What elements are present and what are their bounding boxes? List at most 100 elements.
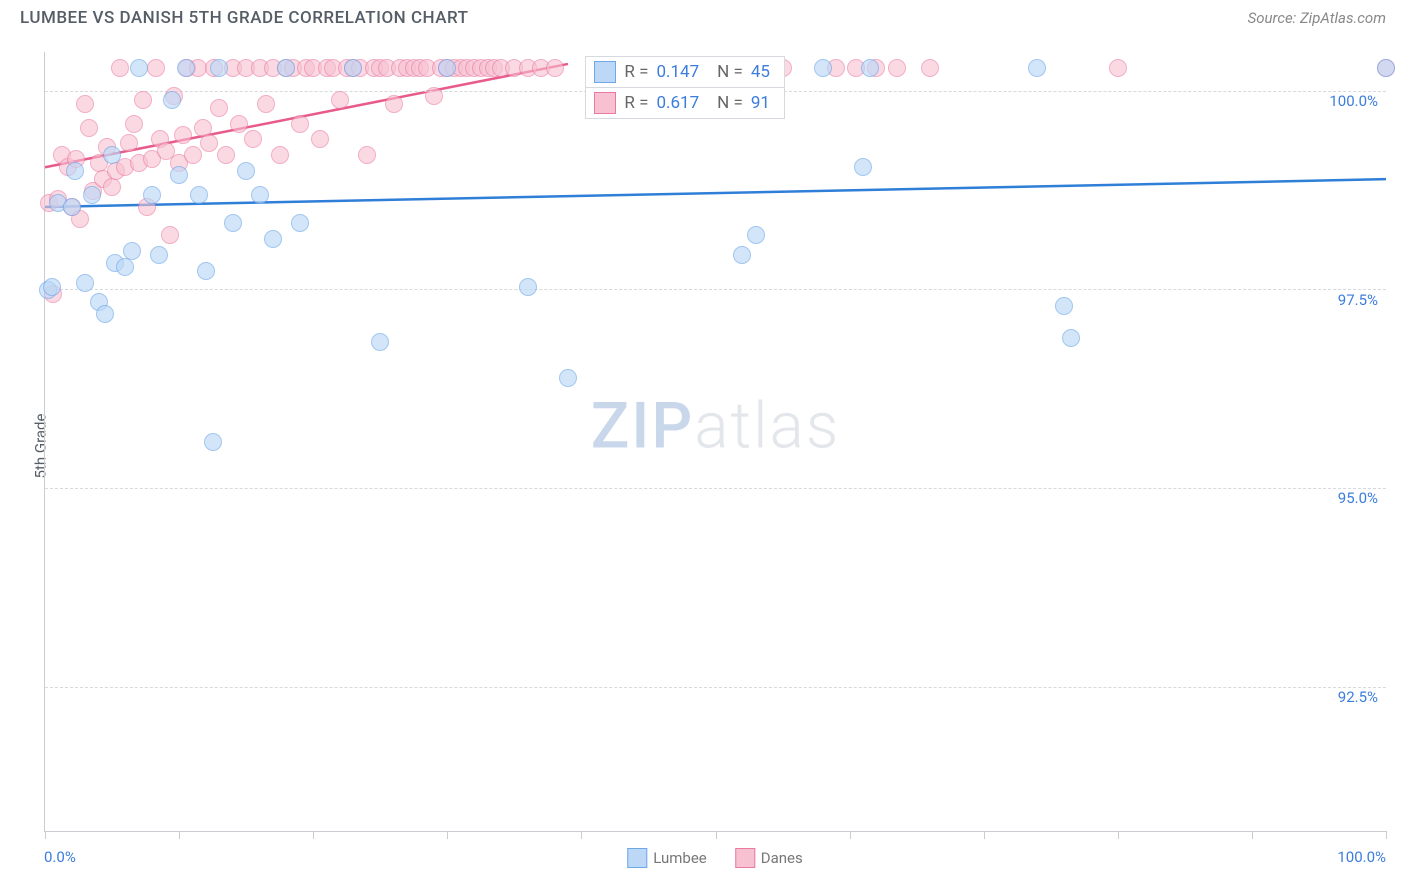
stats-box: R = 0.147 N = 45 R = 0.617 N = 91 bbox=[585, 56, 785, 119]
scatter-point bbox=[385, 95, 403, 113]
scatter-point bbox=[888, 59, 906, 77]
x-tick bbox=[447, 831, 448, 839]
scatter-point bbox=[237, 162, 255, 180]
scatter-point bbox=[559, 369, 577, 387]
stats-n-label: N = bbox=[717, 62, 743, 82]
scatter-point bbox=[1377, 59, 1395, 77]
legend-label: Danes bbox=[761, 849, 803, 867]
scatter-point bbox=[170, 166, 188, 184]
y-tick-label: 97.5% bbox=[1338, 291, 1378, 309]
scatter-point bbox=[814, 59, 832, 77]
scatter-point bbox=[197, 262, 215, 280]
scatter-point bbox=[177, 59, 195, 77]
scatter-point bbox=[200, 134, 218, 152]
scatter-point bbox=[210, 59, 228, 77]
gridline-h bbox=[45, 289, 1386, 290]
scatter-point bbox=[747, 226, 765, 244]
legend-bottom: Lumbee Danes bbox=[627, 848, 803, 868]
x-tick bbox=[179, 831, 180, 839]
stats-swatch bbox=[594, 61, 616, 83]
legend-swatch bbox=[735, 848, 755, 868]
legend-item: Lumbee bbox=[627, 848, 707, 868]
scatter-point bbox=[230, 115, 248, 133]
scatter-point bbox=[103, 178, 121, 196]
scatter-point bbox=[83, 186, 101, 204]
scatter-point bbox=[123, 242, 141, 260]
scatter-point bbox=[1109, 59, 1127, 77]
chart-plot: ZIPatlas 100.0%97.5%95.0%92.5%R = 0.147N… bbox=[44, 52, 1386, 832]
scatter-point bbox=[163, 91, 181, 109]
x-tick bbox=[1252, 831, 1253, 839]
scatter-point bbox=[161, 226, 179, 244]
x-tick bbox=[984, 831, 985, 839]
scatter-point bbox=[921, 59, 939, 77]
scatter-point bbox=[103, 146, 121, 164]
x-axis-max-label: 100.0% bbox=[1337, 848, 1386, 866]
scatter-point bbox=[190, 186, 208, 204]
legend-label: Lumbee bbox=[653, 849, 707, 867]
scatter-point bbox=[861, 59, 879, 77]
scatter-point bbox=[854, 158, 872, 176]
legend-item: Danes bbox=[735, 848, 803, 868]
scatter-point bbox=[438, 59, 456, 77]
scatter-point bbox=[125, 115, 143, 133]
y-tick-label: 100.0% bbox=[1329, 92, 1378, 110]
scatter-point bbox=[210, 99, 228, 117]
scatter-point bbox=[344, 59, 362, 77]
scatter-point bbox=[251, 186, 269, 204]
stats-n-value: 91 bbox=[751, 93, 770, 113]
scatter-point bbox=[76, 274, 94, 292]
scatter-point bbox=[150, 246, 168, 264]
y-tick-label: 92.5% bbox=[1338, 688, 1378, 706]
scatter-point bbox=[96, 305, 114, 323]
y-tick-label: 95.0% bbox=[1338, 489, 1378, 507]
scatter-point bbox=[244, 130, 262, 148]
trend-line bbox=[45, 64, 568, 167]
stats-n-value: 45 bbox=[751, 62, 770, 82]
chart-source: Source: ZipAtlas.com bbox=[1248, 9, 1386, 27]
stats-row: R = 0.147N = 45 bbox=[586, 57, 784, 87]
scatter-point bbox=[43, 278, 61, 296]
scatter-point bbox=[1028, 59, 1046, 77]
x-tick bbox=[1118, 831, 1119, 839]
scatter-point bbox=[120, 134, 138, 152]
scatter-point bbox=[311, 130, 329, 148]
stats-r-value: 0.147 bbox=[656, 62, 699, 82]
stats-r-value: 0.617 bbox=[656, 93, 699, 113]
stats-row: R = 0.617 N = 91 bbox=[586, 87, 784, 118]
x-tick bbox=[45, 831, 46, 839]
scatter-point bbox=[277, 59, 295, 77]
scatter-point bbox=[291, 115, 309, 133]
scatter-point bbox=[111, 59, 129, 77]
scatter-point bbox=[1062, 329, 1080, 347]
gridline-h bbox=[45, 687, 1386, 688]
trend-line bbox=[45, 179, 1386, 207]
scatter-point bbox=[425, 87, 443, 105]
scatter-point bbox=[371, 333, 389, 351]
scatter-point bbox=[66, 162, 84, 180]
chart-container: LUMBEE VS DANISH 5TH GRADE CORRELATION C… bbox=[0, 0, 1406, 892]
scatter-point bbox=[733, 246, 751, 264]
stats-r-label: R = bbox=[624, 93, 648, 113]
scatter-point bbox=[130, 59, 148, 77]
x-tick bbox=[716, 831, 717, 839]
scatter-point bbox=[257, 95, 275, 113]
x-tick bbox=[313, 831, 314, 839]
scatter-point bbox=[1055, 297, 1073, 315]
chart-header: LUMBEE VS DANISH 5TH GRADE CORRELATION C… bbox=[0, 0, 1406, 32]
x-tick bbox=[850, 831, 851, 839]
stats-swatch bbox=[594, 92, 616, 114]
scatter-point bbox=[80, 119, 98, 137]
scatter-point bbox=[224, 214, 242, 232]
scatter-point bbox=[358, 146, 376, 164]
scatter-point bbox=[76, 95, 94, 113]
chart-plot-wrap: ZIPatlas 100.0%97.5%95.0%92.5%R = 0.147N… bbox=[44, 52, 1386, 832]
x-tick bbox=[581, 831, 582, 839]
stats-n-label: N = bbox=[717, 93, 743, 113]
scatter-point bbox=[184, 146, 202, 164]
scatter-point bbox=[217, 146, 235, 164]
scatter-point bbox=[63, 198, 81, 216]
legend-swatch bbox=[627, 848, 647, 868]
x-tick bbox=[1386, 831, 1387, 839]
scatter-point bbox=[147, 59, 165, 77]
